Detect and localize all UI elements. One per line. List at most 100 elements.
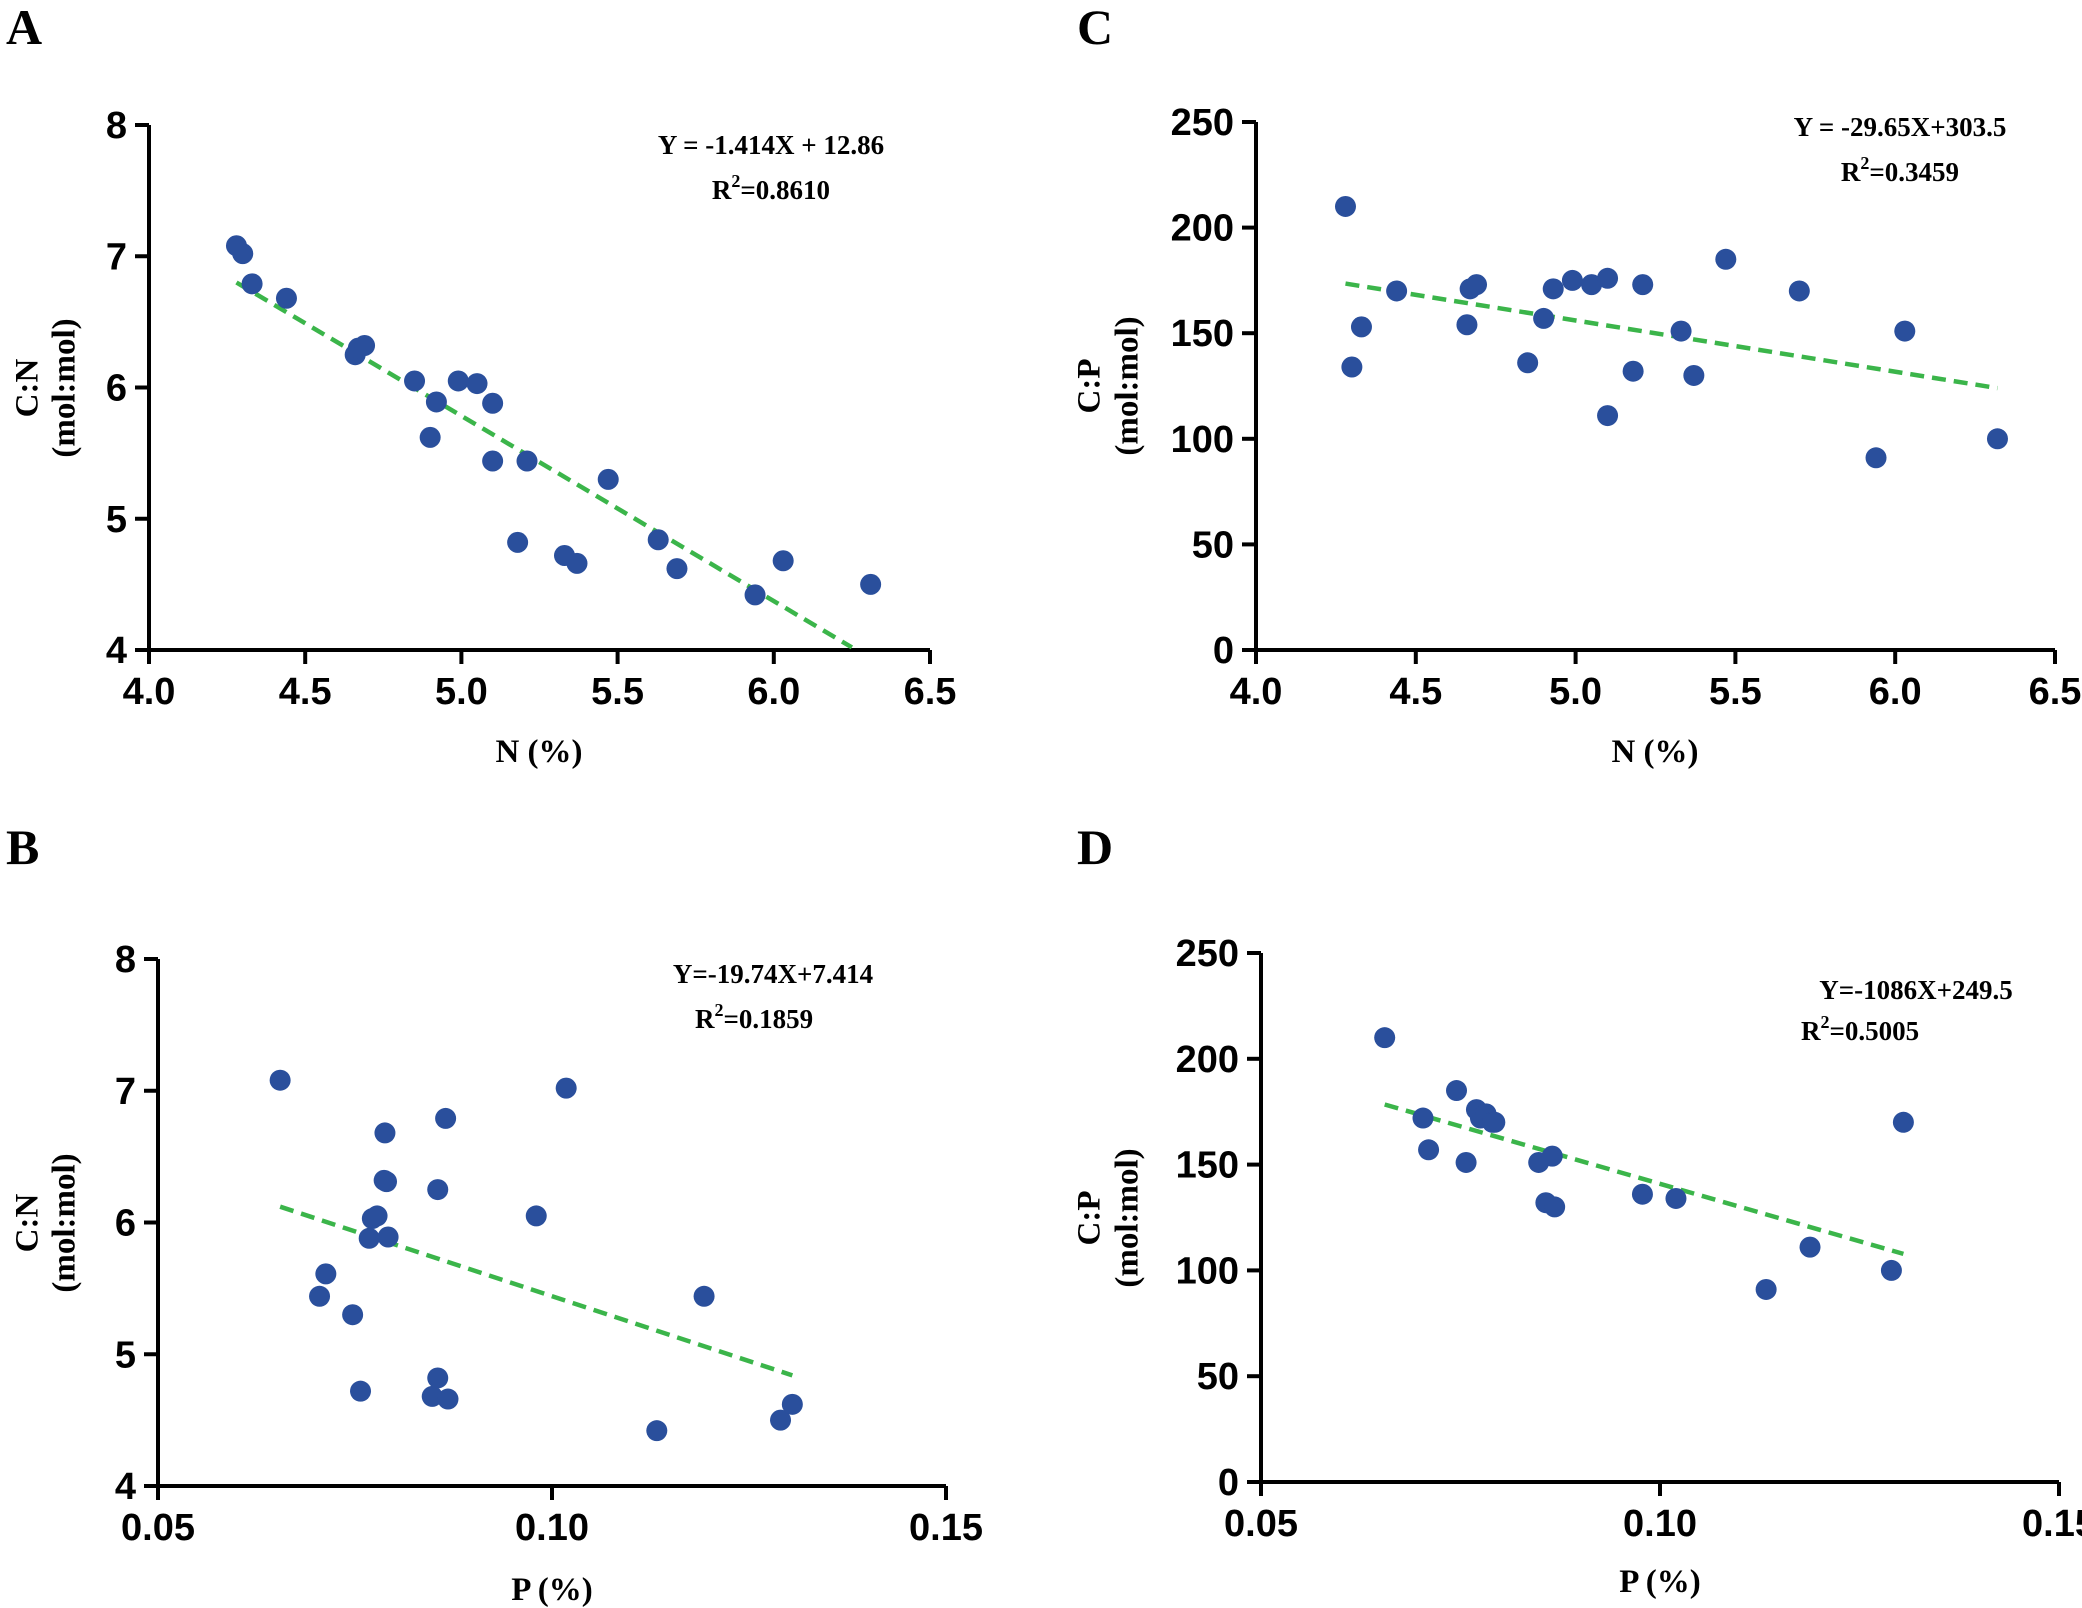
data-point xyxy=(507,531,529,553)
y-tick-label: 4 xyxy=(106,630,127,672)
x-axis-label: P (%) xyxy=(511,1572,593,1608)
data-point xyxy=(770,1409,792,1431)
data-point xyxy=(1456,314,1478,336)
data-point xyxy=(404,370,426,392)
data-point xyxy=(1533,307,1555,329)
data-point xyxy=(1622,360,1644,382)
y-tick-label: 6 xyxy=(106,368,127,410)
data-point xyxy=(1412,1107,1434,1129)
data-point xyxy=(1542,278,1564,300)
panel-b: B 0.05 0.10 0.15 4 5 6 7 8 P (%) C:N (mol:mol) Y=-19… xyxy=(6,819,983,1608)
data-point xyxy=(374,1122,396,1144)
data-point xyxy=(516,450,538,472)
data-point xyxy=(1350,316,1372,338)
x-tick-label: 5.5 xyxy=(591,671,644,713)
data-point xyxy=(241,273,263,295)
y-tick-label: 6 xyxy=(115,1203,136,1245)
data-point xyxy=(1541,1145,1563,1167)
data-point xyxy=(1880,1259,1902,1281)
data-point xyxy=(315,1263,337,1285)
y-tick-label: 200 xyxy=(1176,1039,1239,1081)
data-point xyxy=(232,243,254,265)
x-tick-label: 0.15 xyxy=(909,1507,983,1549)
x-axis-label: N (%) xyxy=(495,734,582,770)
data-point xyxy=(555,1077,577,1099)
data-point xyxy=(435,1107,457,1129)
data-point xyxy=(1484,1111,1506,1133)
x-tick-label: 6.0 xyxy=(1869,671,1922,713)
data-point xyxy=(358,1227,380,1249)
y-axis-label-ratio: C:P xyxy=(1072,1191,1108,1246)
data-point xyxy=(566,552,588,574)
data-point xyxy=(744,584,766,606)
y-tick-label: 5 xyxy=(106,499,127,541)
x-tick-label: 4.0 xyxy=(123,671,176,713)
data-point xyxy=(597,468,619,490)
data-point xyxy=(647,529,669,551)
y-axis-label-ratio: C:N xyxy=(10,359,46,418)
y-tick-label: 4 xyxy=(115,1466,136,1508)
data-point xyxy=(354,335,376,356)
y-tick-label: 100 xyxy=(1176,1250,1239,1292)
y-tick-label: 5 xyxy=(115,1334,136,1376)
x-axis-label: P (%) xyxy=(1619,1564,1701,1600)
panel-a: A 4.0 4.5 5.0 5.5 6.0 6.5 4 5 6 7 8 N (%) C:N (mol:mol… xyxy=(6,0,956,770)
data-point xyxy=(1986,428,2008,450)
data-point xyxy=(437,1388,459,1410)
data-point xyxy=(269,1069,291,1091)
r-squared: R2=0.3459 xyxy=(1841,153,1959,187)
data-point xyxy=(1670,320,1692,342)
y-tick-label: 0 xyxy=(1213,630,1234,672)
data-point xyxy=(1517,352,1539,374)
x-tick-label: 5.5 xyxy=(1709,671,1762,713)
x-tick-label: 6.5 xyxy=(904,671,957,713)
data-point xyxy=(1386,280,1408,302)
data-point xyxy=(781,1393,803,1415)
x-tick-label: 0.15 xyxy=(2022,1503,2082,1545)
data-point xyxy=(1446,1080,1468,1102)
data-point xyxy=(377,1226,399,1248)
data-point xyxy=(1683,364,1705,386)
data-point xyxy=(1865,447,1887,469)
data-point xyxy=(1455,1151,1477,1173)
trend-line xyxy=(279,1204,794,1378)
panel-label: A xyxy=(6,0,42,55)
y-tick-label: 8 xyxy=(115,939,136,981)
data-point xyxy=(1341,356,1363,378)
data-point xyxy=(366,1205,388,1227)
y-tick-label: 7 xyxy=(115,1071,136,1113)
data-point xyxy=(419,426,441,448)
regression-equation: Y=-19.74X+7.414 xyxy=(673,959,873,989)
data-point xyxy=(427,1367,449,1389)
data-point xyxy=(1755,1278,1777,1300)
x-tick-label: 0.10 xyxy=(1623,1503,1697,1545)
data-point xyxy=(1561,269,1583,291)
x-tick-label: 6.5 xyxy=(2029,671,2082,713)
data-point xyxy=(275,287,297,309)
data-point xyxy=(342,1304,364,1326)
data-point xyxy=(772,550,794,572)
y-axis-label-unit: (mol:mol) xyxy=(1110,316,1146,455)
data-point xyxy=(525,1205,547,1227)
panel-c: C 4.0 4.5 5.0 5.5 6.0 6.5 0 50 100 150 200 250 N (%) C… xyxy=(1072,0,2082,770)
y-axis-label-ratio: C:N xyxy=(10,1194,46,1253)
y-tick-label: 200 xyxy=(1171,208,1234,250)
x-tick-label: 0.05 xyxy=(121,1507,195,1549)
data-point xyxy=(693,1285,715,1307)
x-tick-label: 5.0 xyxy=(435,671,488,713)
data-point xyxy=(466,373,488,395)
x-tick-label: 4.0 xyxy=(1230,671,1283,713)
y-axis-label-unit: (mol:mol) xyxy=(47,318,83,457)
trend-line xyxy=(1384,1102,1905,1257)
data-point xyxy=(1597,267,1619,289)
x-tick-label: 4.5 xyxy=(279,671,332,713)
data-point xyxy=(421,1385,443,1407)
trend-line xyxy=(1345,281,1998,391)
data-point xyxy=(309,1285,331,1307)
x-tick-label: 6.0 xyxy=(747,671,800,713)
data-point xyxy=(482,392,504,414)
x-tick-label: 0.10 xyxy=(515,1507,589,1549)
data-point xyxy=(1544,1196,1566,1218)
panel-d: D 0.05 0.10 0.15 0 50 100 150 200 250 P (%) C:P(mol… xyxy=(1072,819,2082,1600)
panel-label: C xyxy=(1077,0,1113,55)
